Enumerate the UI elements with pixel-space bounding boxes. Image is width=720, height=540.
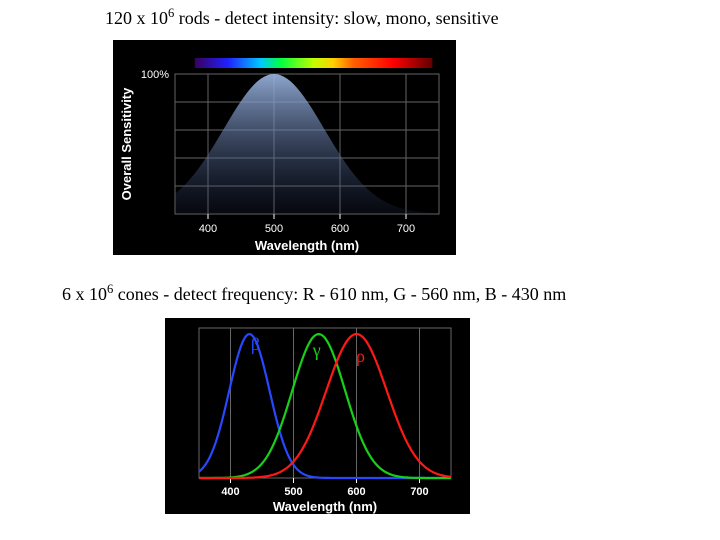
cone-curve-label-rho: ρ (356, 346, 365, 366)
spectrum-bar (195, 58, 433, 68)
caption-text: 6 x 10 (62, 284, 107, 304)
caption-text: rods - detect intensity: slow, mono, sen… (174, 8, 498, 28)
cone-curve-label-gamma: γ (312, 340, 321, 360)
caption-text: cones - detect frequency: R - 610 nm, G … (113, 284, 566, 304)
y-axis-label: Overall Sensitivity (119, 87, 134, 200)
x-tick-label: 500 (284, 486, 302, 498)
x-axis-label: Wavelength (nm) (273, 499, 377, 514)
caption-cones: 6 x 106 cones - detect frequency: R - 61… (62, 282, 566, 305)
chart-rod-sensitivity: 400 500 600 700 100% Wavelength (nm) Overall S… (113, 40, 456, 255)
y-tick-label: 100% (141, 69, 169, 81)
x-tick-label: 600 (331, 223, 349, 235)
x-tick-label: 700 (410, 486, 428, 498)
plot-area (199, 328, 451, 478)
x-tick-label: 400 (199, 223, 217, 235)
caption-text: 120 x 10 (105, 8, 168, 28)
cone-curve-beta (199, 334, 451, 478)
x-tick-label: 500 (265, 223, 283, 235)
x-tick-label: 400 (221, 486, 239, 498)
x-axis-label: Wavelength (nm) (255, 238, 359, 253)
caption-rods: 120 x 106 rods - detect intensity: slow,… (105, 6, 499, 29)
rod-sensitivity-curve (175, 74, 439, 214)
chart-cone-sensitivity: 400 500 600 700 β γ ρ Wavelength (nm) (165, 318, 470, 514)
cone-curve-label-beta: β (251, 334, 260, 354)
x-tick-label: 700 (397, 223, 415, 235)
x-tick-label: 600 (347, 486, 365, 498)
